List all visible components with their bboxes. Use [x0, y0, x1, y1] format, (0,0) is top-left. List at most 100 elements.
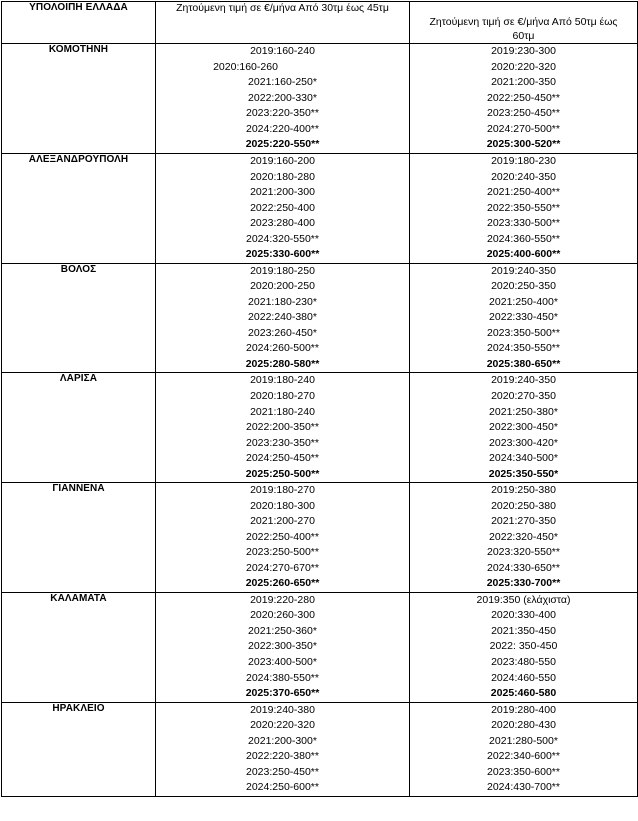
price-line: 2019:160-200 [250, 155, 315, 167]
price-line: 2023:250-500** [246, 546, 319, 559]
price-line: 2025:300-520** [486, 138, 561, 151]
price-line: 2021:250-360* [248, 624, 317, 637]
price-line: 2021:200-350 [491, 76, 556, 89]
header-price-30-45: Ζητούμενη τιμή σε €/μήνα Από 30τμ έως 45… [155, 0, 410, 45]
price-line: 2023:350-500** [487, 326, 560, 339]
price-line: 2020:180-270 [250, 389, 315, 402]
price-line: 2019:160-240 [250, 45, 315, 58]
price-line: 2024:380-550** [246, 671, 319, 684]
price-line: 2025:330-600** [245, 248, 320, 261]
city-name-cell: ΚΟΜΟΤΗΝΗ [1, 43, 156, 154]
price-line: 2019:180-240 [250, 374, 315, 387]
price-line: 2024:250-600** [246, 781, 319, 794]
price-line: 2024:220-400** [246, 122, 319, 135]
city-name-cell: ΛΑΡΙΣΑ [1, 372, 156, 484]
price-line: 2020:160-260 [213, 60, 278, 73]
header-region: ΥΠΟΛΟΙΠΗ ΕΛΛΑΔΑ [1, 0, 156, 45]
price-cell-30-45: 2019:220-280 2020:260-300 2021:250-360* 202… [155, 591, 410, 703]
price-line: 2023:280-400 [250, 217, 315, 230]
price-line: 2020:270-350 [491, 389, 556, 402]
price-line: 2020:220-320 [250, 719, 315, 732]
price-line: 2019:230-300 [491, 45, 556, 58]
price-line: 2020:250-350 [491, 280, 556, 293]
price-line: 2019:250-380 [491, 484, 556, 497]
price-line: 2020:250-380 [491, 499, 556, 512]
table-row: ΑΛΕΞΑΝΔΡΟΥΠΟΛΗ 2019:160-200 2020:180-280 20… [1, 153, 638, 264]
price-line: 2025:400-600** [486, 248, 561, 261]
price-cell-30-45: 2019:160-240 2020:160-260 2021:160-250* 202… [155, 43, 410, 154]
price-line: 2023:230-350** [246, 436, 319, 449]
price-line: 2022:320-450* [489, 530, 558, 543]
price-line: 2024:260-500** [246, 342, 319, 355]
price-line: 2021:160-250* [248, 76, 317, 89]
price-line: 2019:220-280 [250, 593, 315, 606]
price-line: 2019:180-270 [250, 484, 315, 497]
price-line: 2021:250-400* [489, 295, 558, 308]
price-line: 2023:220-350** [246, 107, 319, 120]
price-line: 2023:480-550 [491, 656, 556, 668]
price-line: 2020:260-300 [250, 609, 315, 622]
price-cell-30-45: 2019:180-240 2020:180-270 2021:180-240 2022… [155, 372, 410, 484]
price-line: 2019:280-400 [491, 703, 556, 716]
price-line: 2022:300-350* [248, 640, 317, 653]
price-line: 2023:250-450** [487, 107, 560, 120]
price-line: 2022:250-400 [250, 201, 315, 214]
price-line: 2022:350-550** [487, 201, 560, 214]
price-line: 2020:200-250 [250, 280, 315, 293]
price-line: 2023:300-420* [489, 436, 558, 449]
price-line: 2019:240-350 [491, 264, 556, 277]
city-name-cell: ΗΡΑΚΛΕΙΟ [1, 701, 156, 797]
price-line: 2020:240-350 [491, 170, 556, 183]
price-line: 2024:340-500* [489, 452, 558, 465]
price-line: 2025:260-650** [245, 577, 320, 590]
price-line: 2019:180-250 [250, 264, 315, 277]
table-row: ΚΑΛΑΜΑΤΑ 2019:220-280 2020:260-300 2021:250… [1, 591, 638, 703]
price-line: 2024:330-650** [487, 561, 560, 574]
rent-price-table: ΥΠΟΛΟΙΠΗ ΕΛΛΑΔΑ Ζητούμενη τιμή σε €/μήνα… [1, 0, 638, 797]
price-cell-50-60: 2019:240-350 2020:250-350 2021:250-400* 202… [409, 262, 638, 374]
price-line: 2025:370-650** [245, 687, 320, 700]
price-line: 2021:250-380* [489, 405, 558, 418]
price-line: 2024:320-550** [246, 232, 319, 245]
price-line: 2025:380-650** [486, 357, 561, 370]
price-cell-50-60: 2019:250-380 2020:250-380 2021:270-350 2022… [409, 482, 638, 593]
price-line: 2021:350-450 [491, 624, 556, 637]
price-line: 2024:430-700** [487, 781, 560, 794]
table-row: ΚΟΜΟΤΗΝΗ 2019:160-240 2020:160-260 2021:160… [1, 43, 638, 154]
table-row: ΛΑΡΙΣΑ 2019:180-240 2020:180-270 2021:180-2… [1, 372, 638, 484]
table-row: ΒΟΛΟΣ 2019:180-250 2020:200-250 2021:180-23… [1, 262, 638, 374]
header-price-50-60-line2: 60τμ [512, 29, 535, 42]
price-line: 2023:320-550** [487, 546, 560, 559]
table-header: ΥΠΟΛΟΙΠΗ ΕΛΛΑΔΑ Ζητούμενη τιμή σε €/μήνα… [1, 0, 638, 45]
price-cell-30-45: 2019:180-270 2020:180-300 2021:200-270 2022… [155, 482, 410, 593]
price-cell-50-60: 2019:180-230 2020:240-350 2021:250-400** 20… [409, 153, 638, 264]
price-line: 2021:180-230* [248, 295, 317, 308]
header-row: ΥΠΟΛΟΙΠΗ ΕΛΛΑΔΑ Ζητούμενη τιμή σε €/μήνα… [1, 0, 638, 45]
header-price-50-60: Ζητούμενη τιμή σε €/μήνα Από 50τμ έως 60… [409, 0, 638, 45]
city-name-cell: ΓΙΑΝΝΕΝΑ [1, 482, 156, 593]
table-body: ΚΟΜΟΤΗΝΗ 2019:160-240 2020:160-260 2021:160… [1, 43, 638, 797]
price-line: 2023:330-500** [487, 217, 560, 230]
price-line: 2024:270-500** [487, 122, 560, 135]
price-line: 2023:400-500* [248, 656, 317, 668]
price-line: 2022:200-330* [248, 91, 317, 104]
price-line: 2020:180-280 [250, 170, 315, 183]
price-line: 2019:240-380 [250, 703, 315, 716]
table-row: ΗΡΑΚΛΕΙΟ 2019:240-380 2020:220-320 2021:200… [1, 701, 638, 797]
price-line: 2022:330-450* [489, 311, 558, 324]
price-line: 2022:250-450** [487, 91, 560, 104]
price-line: 2021:200-270 [250, 515, 315, 528]
price-cell-50-60: 2019:280-400 2020:280-430 2021:280-500* 202… [409, 701, 638, 797]
price-line: 2024:250-450** [246, 452, 319, 465]
price-line: 2019:180-230 [491, 155, 556, 167]
price-line: 2025:220-550** [245, 138, 320, 151]
price-line: 2025:460-580 [490, 687, 557, 700]
price-line: 2025:330-700** [486, 577, 561, 590]
price-line: 2025:280-580** [245, 357, 320, 370]
header-price-50-60-line1: Ζητούμενη τιμή σε €/μήνα Από 50τμ έως [429, 16, 618, 28]
price-line: 2021:180-240 [250, 405, 315, 418]
price-line: 2024:460-550 [491, 671, 556, 684]
price-line: 2025:350-550* [488, 467, 559, 480]
price-cell-50-60: 2019:230-300 2020:220-320 2021:200-350 2022… [409, 43, 638, 154]
price-cell-50-60: 2019:350 (ελάχιστα) 2020:330-400 2021:350-… [409, 591, 638, 703]
